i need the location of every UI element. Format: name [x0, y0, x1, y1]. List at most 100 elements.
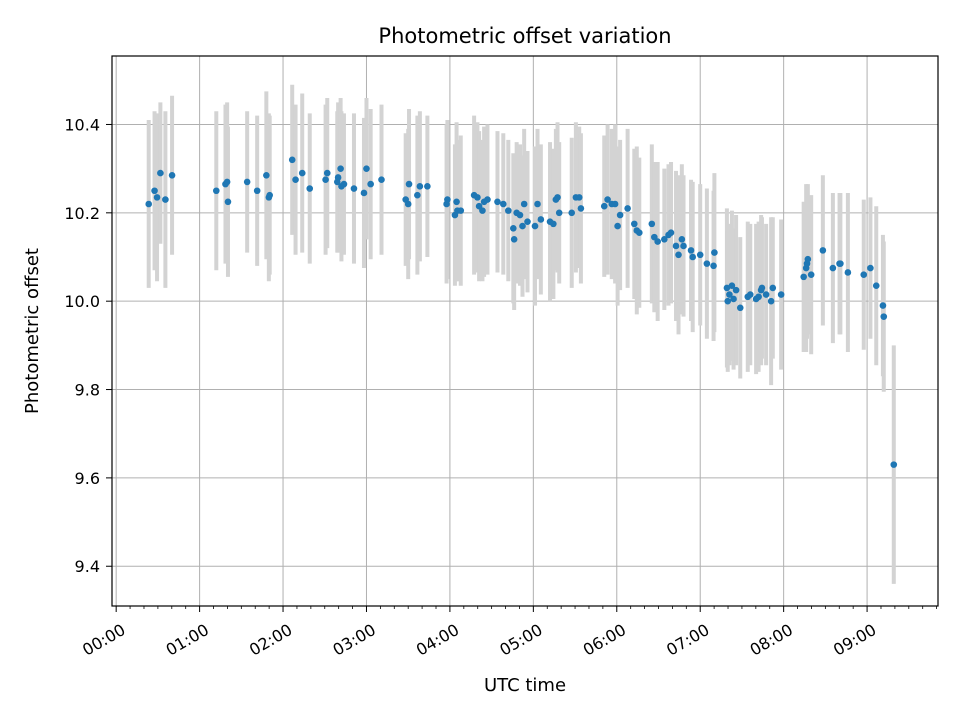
data-point [804, 255, 812, 263]
data-point [672, 242, 680, 250]
data-point [334, 174, 342, 181]
data-point [457, 207, 465, 214]
data-point [350, 185, 358, 192]
data-point [807, 271, 815, 278]
data-point [837, 260, 844, 267]
data-point [550, 220, 557, 228]
data-point [732, 286, 740, 294]
data-point [696, 251, 704, 259]
data-point [253, 187, 261, 195]
data-point [755, 293, 762, 301]
y-tick-label: 9.8 [75, 381, 100, 400]
data-point [555, 209, 563, 217]
data-point [266, 191, 273, 199]
x-axis-label: UTC time [484, 675, 566, 696]
data-point [724, 297, 732, 305]
data-point [367, 180, 374, 188]
data-point [762, 291, 770, 298]
plot-frame [111, 55, 939, 607]
data-point [711, 249, 718, 256]
y-tick-label: 10.0 [64, 292, 100, 311]
data-point [414, 191, 421, 199]
data-point [505, 207, 512, 214]
data-point [879, 302, 887, 309]
data-point [405, 180, 413, 188]
y-tick-label: 10.2 [64, 204, 100, 223]
data-point [292, 176, 299, 183]
data-point [604, 196, 611, 203]
data-point [661, 236, 668, 243]
data-point [867, 264, 874, 272]
data-point [157, 169, 164, 177]
data-point [306, 185, 314, 192]
data-point [675, 251, 682, 259]
data-points [145, 156, 898, 468]
data-point [534, 200, 541, 208]
data-point [860, 271, 868, 278]
data-point [500, 200, 507, 208]
chart-title: Photometric offset variation [378, 24, 671, 48]
data-point [568, 209, 576, 217]
data-point [288, 156, 296, 164]
data-point [736, 304, 744, 312]
data-point [479, 207, 486, 214]
data-point [689, 253, 697, 261]
data-point [516, 211, 524, 219]
data-point [168, 171, 176, 179]
data-point [654, 238, 661, 245]
data-point [424, 183, 431, 190]
data-point [687, 247, 695, 254]
data-point [531, 222, 539, 230]
data-point [298, 169, 306, 177]
data-point [510, 236, 518, 243]
data-point [224, 198, 232, 206]
data-point [730, 295, 737, 303]
data-point [575, 194, 583, 201]
data-point [630, 220, 638, 228]
data-point [880, 313, 888, 320]
data-point [728, 282, 736, 290]
data-point [872, 282, 880, 290]
data-point [162, 196, 169, 203]
data-point [777, 291, 785, 298]
data-point [890, 461, 898, 468]
y-tick-label: 10.4 [64, 115, 100, 134]
data-point [510, 224, 517, 232]
data-point [844, 269, 852, 276]
data-point [600, 202, 608, 210]
data-point [636, 229, 643, 237]
data-point [416, 183, 424, 190]
data-point [577, 205, 585, 212]
data-point [537, 216, 545, 223]
data-point [453, 198, 460, 206]
data-point [648, 220, 656, 228]
y-axis: 9.4 9.6 9.8 10.0 10.2 10.4 [64, 115, 112, 576]
y-axis-label: Photometric offset [22, 248, 43, 414]
data-point [337, 165, 344, 172]
data-point [519, 222, 526, 230]
data-point [474, 194, 481, 201]
data-point [494, 198, 501, 206]
data-point [723, 284, 731, 292]
data-point [800, 273, 807, 281]
data-point [484, 196, 491, 203]
data-point [680, 242, 687, 250]
data-point [520, 200, 528, 208]
data-point [323, 169, 331, 177]
data-point [703, 260, 711, 267]
y-tick-label: 9.4 [75, 557, 100, 576]
data-point [624, 205, 631, 212]
data-point [746, 291, 754, 298]
data-point [263, 171, 270, 179]
data-point [767, 297, 775, 305]
data-point [758, 284, 766, 292]
data-point [223, 178, 231, 186]
data-point [614, 222, 621, 230]
data-point [710, 262, 717, 270]
data-point [360, 189, 368, 197]
data-point [151, 187, 158, 195]
data-point [611, 200, 619, 208]
data-point [378, 176, 385, 183]
